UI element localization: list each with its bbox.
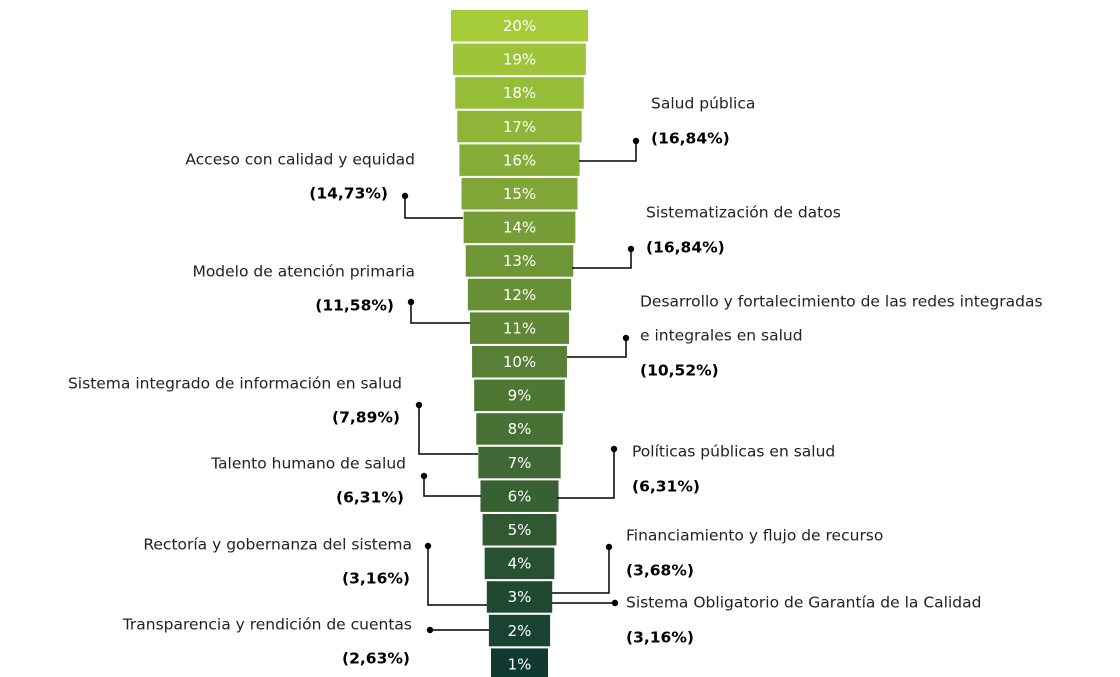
callout-label: Financiamiento y flujo de recurso [626,527,883,545]
funnel-level: 17% [503,118,536,136]
funnel-level: 6% [508,487,532,505]
callout-label: Políticas públicas en salud [632,443,835,461]
callout-label: Modelo de atención primaria [192,263,415,281]
connector-dot [426,626,434,634]
funnel-level: 7% [508,454,532,472]
funnel-bar [478,446,561,479]
connector [404,196,463,219]
funnel-level: 16% [503,151,536,169]
callout-value: (6,31%) [336,489,404,507]
callout-label: Rectoría y gobernanza del sistema [143,536,412,554]
callout-value: (10,52%) [640,362,719,380]
callout-label: Sistema integrado de información en salu… [68,375,402,393]
funnel-bar [476,413,563,445]
funnel-level: 2% [508,622,532,640]
callout-value: (16,84%) [646,239,725,257]
funnel-bar [459,144,580,176]
connector-dot [610,445,618,453]
funnel-bar [457,110,582,143]
funnel-level: 18% [503,84,536,102]
callout-value: (3,16%) [342,570,410,588]
funnel-level: 19% [503,51,536,69]
connector [579,141,637,162]
funnel-bar [453,43,586,76]
connector [418,405,478,455]
connector [423,476,481,497]
callout-value: (7,89%) [332,409,400,427]
funnel-bar [463,211,576,244]
callout-value: (11,58%) [315,297,394,315]
connector-dot [622,334,630,342]
funnel-bar [472,346,567,378]
connector-dot [632,137,640,145]
connector-dot [407,298,415,306]
callout-value: (6,31%) [632,478,700,496]
funnel-level: 11% [503,319,536,337]
connector-dot [415,401,423,409]
callout-value: (2,63%) [342,650,410,668]
funnel-bar [469,312,570,344]
callout-value: (3,16%) [626,629,694,647]
funnel-bar [451,10,588,42]
connector-dot [611,599,619,607]
callout-label: Transparencia y rendición de cuentas [122,616,412,634]
funnel-bar [455,77,584,109]
funnel-level: 4% [508,555,532,573]
funnel-bar [480,480,559,512]
connector [567,338,627,358]
connector [410,302,470,324]
callout-label: Desarrollo y fortalecimiento de las rede… [640,293,1043,311]
connector-dot [401,192,409,200]
funnel-level: 20% [503,17,536,35]
connector [572,249,632,269]
funnel-bar [488,614,551,647]
callout-label: Acceso con calidad y equidad [185,151,415,169]
funnel-level: 12% [503,286,536,304]
funnel-level: 5% [508,521,532,539]
funnel-level: 9% [508,387,532,405]
connector-dot [424,542,432,550]
callout-value: (16,84%) [651,130,730,148]
funnel-bar [461,178,578,210]
funnel-level: 10% [503,353,536,371]
connector [557,449,615,499]
callout-label: Sistema Obligatorio de Garantía de la Ca… [626,594,981,612]
connector-dot [605,543,613,551]
funnel-level: 14% [503,219,536,237]
connector-dot [420,472,428,480]
funnel-bar [467,278,572,311]
funnel-bar [486,581,553,613]
connector-dot [627,245,635,253]
funnel-bar [491,648,548,677]
funnel-bar [484,547,555,580]
callout-value: (14,73%) [309,185,388,203]
funnel-bar [474,379,565,412]
funnel-level: 15% [503,185,536,203]
callout-label: Talento humano de salud [210,455,406,473]
callout-label: e integrales en salud [640,327,803,345]
callout-value: (3,68%) [626,562,694,580]
funnel-level: 8% [508,420,532,438]
connector [552,547,610,594]
funnel-level: 3% [508,588,532,606]
funnel-bar [465,245,574,277]
funnel-level: 1% [508,655,532,673]
connector [427,546,487,606]
funnel-level: 13% [503,252,536,270]
callout-label: Salud pública [651,95,755,113]
callout-label: Sistematización de datos [646,204,841,222]
funnel-bar [482,514,557,546]
